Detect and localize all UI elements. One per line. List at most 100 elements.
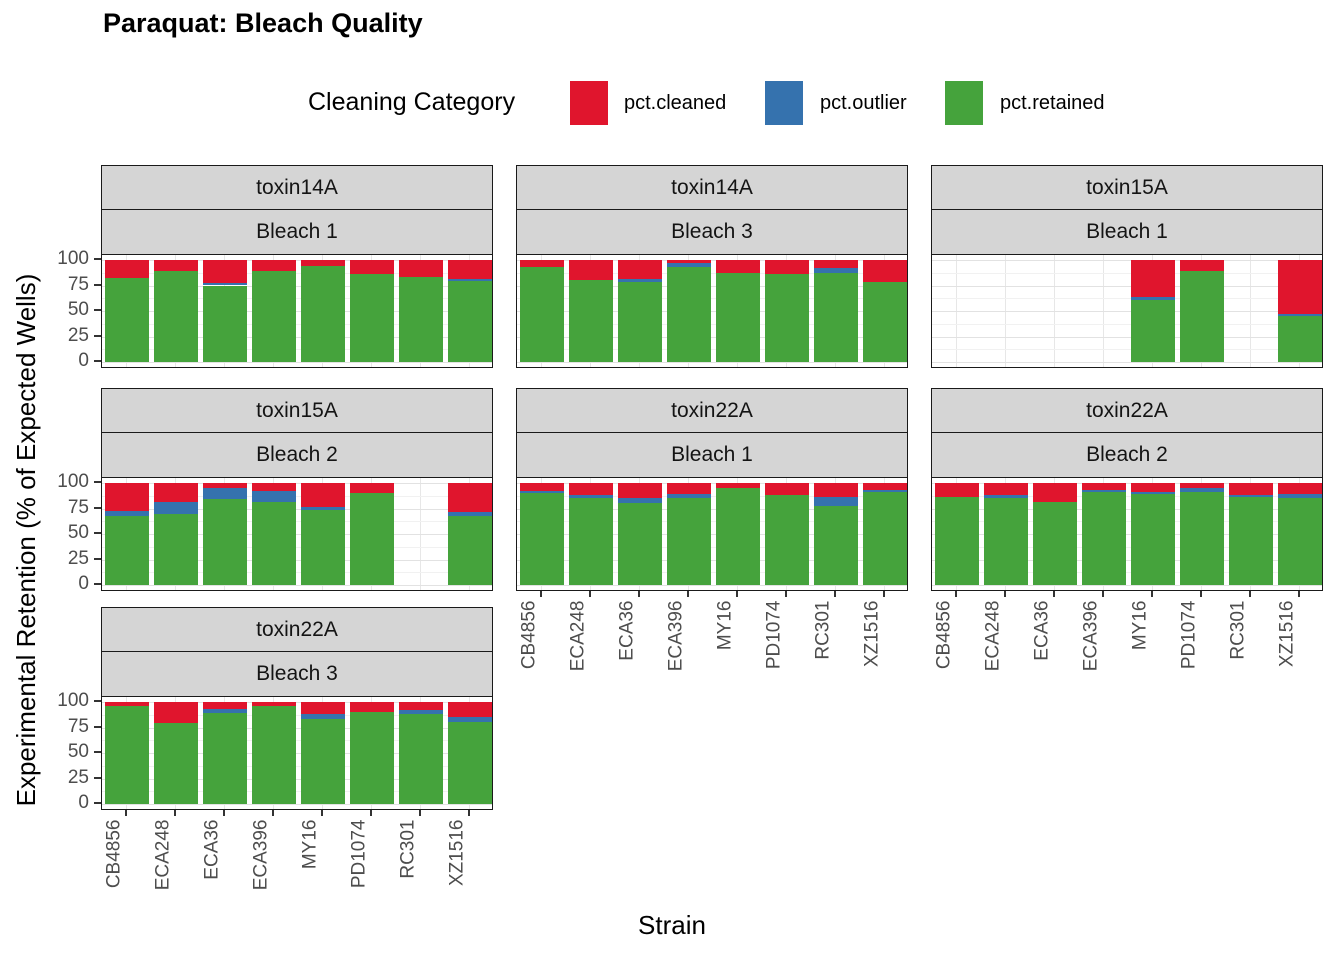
bar-segment-outlier	[617, 498, 662, 504]
x-tick-label-ECA248: ECA248	[567, 600, 589, 671]
bar-segment-cleaned	[104, 702, 149, 707]
gridline-minor	[517, 298, 907, 300]
bar-ECA36	[202, 478, 247, 590]
gridline-major	[517, 336, 907, 338]
gridline-major	[517, 285, 907, 287]
gridline-minor	[517, 546, 907, 548]
bar-segment-retained	[813, 506, 858, 585]
y-tick-label: 50	[67, 522, 89, 543]
bar-segment-retained	[862, 492, 907, 585]
bar-segment-cleaned	[447, 260, 492, 280]
bar-ECA36	[617, 255, 662, 367]
bar-segment-outlier	[666, 494, 711, 499]
bar-ECA396	[251, 478, 296, 590]
y-axis-tick	[94, 283, 101, 286]
bar-CB4856	[519, 255, 564, 367]
bar-segment-cleaned	[251, 702, 296, 707]
gridline-minor	[102, 298, 492, 300]
facet-strip-bleach: Bleach 3	[101, 651, 493, 697]
bar-segment-outlier	[202, 488, 247, 500]
gridline-major	[102, 804, 492, 805]
bar-ECA36	[202, 255, 247, 367]
bar-CB4856	[104, 697, 149, 809]
x-axis-tick	[686, 591, 689, 597]
gridline-minor	[102, 272, 492, 274]
bar-PD1074	[764, 255, 809, 367]
bar-segment-retained	[153, 513, 198, 585]
bar-segment-outlier	[447, 717, 492, 723]
x-tick-label-MY16: MY16	[714, 600, 736, 650]
bar-segment-cleaned	[251, 483, 296, 492]
bar-segment-retained	[202, 499, 247, 585]
legend-swatch-pct-outlier	[765, 81, 803, 125]
gridline-major	[102, 362, 492, 363]
x-tick-label-MY16: MY16	[299, 819, 321, 869]
bar-ECA36	[202, 697, 247, 809]
bar-segment-cleaned	[104, 260, 149, 279]
bar-segment-retained	[813, 273, 858, 362]
bar-segment-retained	[251, 706, 296, 804]
gridline-major	[102, 285, 492, 287]
y-tick-label: 0	[78, 573, 89, 594]
y-tick-label: 0	[78, 792, 89, 813]
gridline-minor	[932, 272, 1322, 274]
bar-CB4856	[934, 478, 979, 590]
bar-ECA248	[983, 478, 1028, 590]
y-tick-label: 0	[78, 350, 89, 371]
bar-segment-cleaned	[715, 483, 760, 489]
bar-segment-outlier	[1130, 492, 1175, 495]
bar-MY16	[715, 478, 760, 590]
bar-ECA396	[251, 255, 296, 367]
bar-RC301	[398, 255, 443, 367]
gridline-major	[517, 585, 907, 586]
bar-segment-retained	[568, 280, 613, 362]
x-tick-label-CB4856: CB4856	[518, 600, 540, 669]
gridline-minor	[517, 521, 907, 523]
gridline-major	[102, 336, 492, 338]
x-axis-tick	[222, 810, 225, 816]
x-axis-tick	[1150, 591, 1153, 597]
bar-segment-retained	[202, 285, 247, 362]
bar-segment-cleaned	[813, 260, 858, 269]
gridline-minor	[102, 714, 492, 716]
gridline-major	[517, 559, 907, 561]
x-tick-label-ECA248: ECA248	[152, 819, 174, 890]
facet-strip-toxin: toxin15A	[931, 165, 1323, 210]
y-axis-tick	[94, 776, 101, 779]
gridline-minor	[102, 349, 492, 351]
bar-segment-retained	[153, 271, 198, 362]
gridline-major	[102, 508, 492, 510]
x-tick-label-ECA36: ECA36	[616, 600, 638, 661]
x-axis-tick	[1199, 591, 1202, 597]
bar-MY16	[300, 697, 345, 809]
bar-segment-cleaned	[251, 260, 296, 272]
bar-segment-retained	[1179, 492, 1224, 585]
facet-strip-toxin: toxin14A	[516, 165, 908, 210]
bar-segment-cleaned	[934, 483, 979, 498]
bar-segment-cleaned	[617, 260, 662, 280]
x-tick-label-MY16: MY16	[1129, 600, 1151, 650]
gridline-minor	[517, 272, 907, 274]
bar-ECA248	[153, 255, 198, 367]
gridline-major	[932, 336, 1322, 338]
bar-XZ1516	[1277, 255, 1322, 367]
facet-strip-bleach: Bleach 1	[101, 209, 493, 255]
bar-segment-cleaned	[104, 483, 149, 511]
y-tick-label: 25	[67, 547, 89, 569]
x-axis-tick	[882, 591, 885, 597]
bar-segment-retained	[617, 282, 662, 362]
bar-segment-outlier	[300, 507, 345, 510]
x-axis-tick	[271, 810, 274, 816]
bar-ECA36	[1032, 478, 1077, 590]
x-axis-tick	[124, 810, 127, 816]
bar-segment-retained	[104, 706, 149, 804]
bar-segment-cleaned	[1032, 483, 1077, 503]
gridline-major	[932, 311, 1322, 312]
y-tick-label: 75	[67, 715, 89, 737]
x-axis-tick	[833, 591, 836, 597]
bar-segment-outlier	[617, 279, 662, 283]
bar-segment-cleaned	[1277, 483, 1322, 495]
bar-segment-cleaned	[398, 260, 443, 278]
bar-MY16	[300, 478, 345, 590]
bar-RC301	[813, 478, 858, 590]
